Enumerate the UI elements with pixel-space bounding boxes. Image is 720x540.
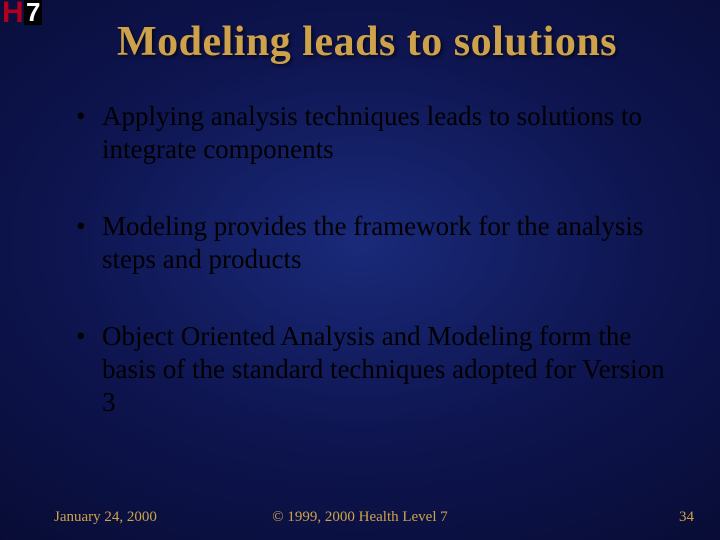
bullet-item: Modeling provides the framework for the … bbox=[76, 210, 680, 276]
footer-page-number: 34 bbox=[679, 509, 694, 526]
hl7-logo: H 7 bbox=[2, 2, 38, 30]
bullet-list: Applying analysis techniques leads to so… bbox=[54, 100, 680, 419]
footer-copyright: © 1999, 2000 Health Level 7 bbox=[0, 509, 720, 526]
logo-letter-h: H bbox=[2, 0, 24, 28]
slide: H 7 Modeling leads to solutions Applying… bbox=[0, 0, 720, 540]
bullet-item: Applying analysis techniques leads to so… bbox=[76, 100, 680, 166]
bullet-item: Object Oriented Analysis and Modeling fo… bbox=[76, 320, 680, 419]
slide-title: Modeling leads to solutions bbox=[54, 18, 680, 66]
logo-number-7: 7 bbox=[24, 0, 42, 25]
